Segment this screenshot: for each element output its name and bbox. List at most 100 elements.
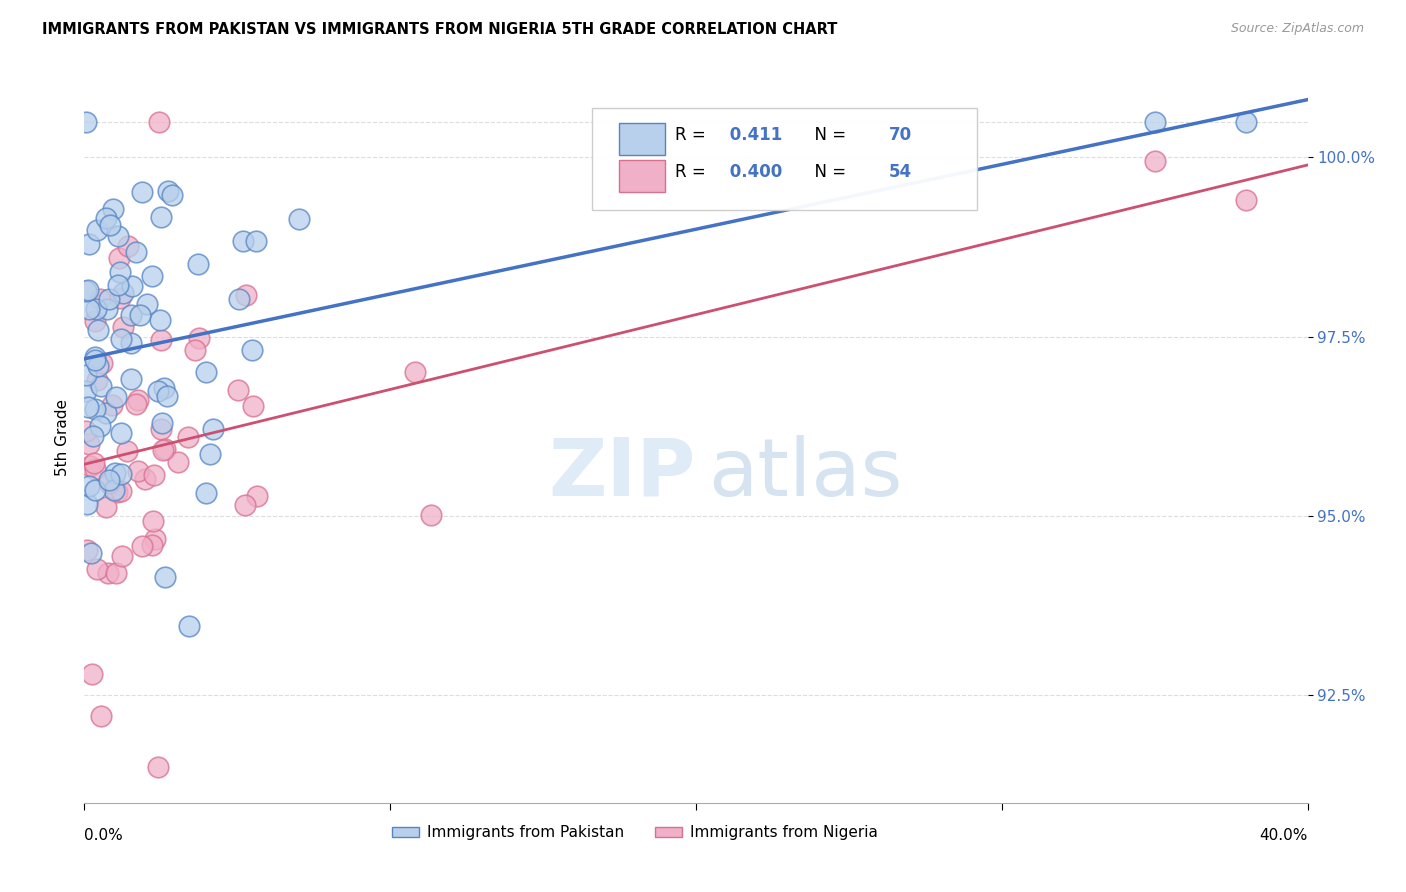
Point [77, 479, 100, 493]
Text: IMMIGRANTS FROM PAKISTAN VS IMMIGRANTS FROM NIGERIA 5TH GRADE CORRELATION CHART: IMMIGRANTS FROM PAKISTAN VS IMMIGRANTS F… [42, 22, 838, 37]
Point [94, 406, 117, 420]
Point [142, 514, 165, 528]
Point [1143, 114, 1166, 128]
Point [86, 223, 108, 237]
Point [108, 291, 131, 305]
Point [87, 359, 110, 373]
Point [110, 484, 132, 499]
Text: N =: N = [804, 163, 851, 181]
Point [153, 570, 176, 584]
Point [156, 389, 179, 403]
Point [98, 219, 121, 233]
FancyBboxPatch shape [619, 123, 665, 155]
Point [89, 418, 111, 433]
Point [90, 709, 112, 723]
Point [80, 667, 103, 681]
Point [77, 283, 100, 297]
Point [84, 313, 107, 327]
Point [84, 350, 107, 364]
Point [86, 373, 108, 387]
Point [141, 268, 163, 283]
Point [142, 467, 165, 482]
Point [84, 302, 107, 317]
Point [127, 393, 149, 408]
Point [111, 285, 134, 300]
Point [152, 443, 174, 458]
Point [97, 292, 120, 306]
Text: 40.0%: 40.0% [1260, 828, 1308, 843]
Point [166, 454, 188, 468]
Point [94, 500, 117, 515]
Point [83, 483, 105, 497]
Point [245, 489, 267, 503]
FancyBboxPatch shape [619, 160, 665, 192]
Point [153, 381, 176, 395]
Point [115, 443, 138, 458]
Point [84, 462, 107, 476]
Point [134, 472, 156, 486]
Text: Source: ZipAtlas.com: Source: ZipAtlas.com [1230, 22, 1364, 36]
Point [111, 549, 134, 563]
Point [104, 391, 127, 405]
Point [107, 228, 129, 243]
Point [82, 429, 104, 443]
Point [245, 235, 267, 249]
Text: N =: N = [804, 127, 851, 145]
Point [103, 483, 125, 497]
FancyBboxPatch shape [592, 108, 977, 211]
Point [150, 334, 173, 348]
Point [127, 464, 149, 478]
Point [101, 202, 124, 217]
Point [86, 561, 108, 575]
Point [1236, 193, 1258, 207]
Point [90, 378, 112, 392]
Point [228, 292, 250, 306]
Text: atlas: atlas [709, 434, 903, 513]
Point [107, 278, 129, 293]
Point [75, 384, 97, 398]
Point [76, 543, 98, 558]
Point [201, 421, 224, 435]
Point [97, 566, 120, 581]
Point [104, 466, 127, 480]
Point [97, 475, 120, 490]
Point [91, 356, 114, 370]
Point [1236, 114, 1258, 128]
Point [77, 437, 100, 451]
Point [177, 429, 200, 443]
Point [228, 384, 250, 398]
Point [131, 540, 153, 554]
Text: R =: R = [675, 163, 711, 181]
Text: 0.0%: 0.0% [84, 828, 124, 843]
Point [121, 279, 143, 293]
Point [87, 323, 110, 337]
Point [77, 302, 100, 317]
Point [200, 447, 222, 461]
Point [108, 265, 131, 279]
Point [120, 335, 142, 350]
Text: 0.411: 0.411 [724, 127, 782, 145]
Point [80, 546, 103, 560]
Point [76, 497, 98, 511]
Point [150, 416, 173, 430]
Point [149, 422, 172, 436]
Point [242, 399, 264, 413]
Point [141, 538, 163, 552]
Point [194, 486, 217, 500]
Point [194, 365, 217, 379]
Point [75, 114, 97, 128]
Legend: Immigrants from Pakistan, Immigrants from Nigeria: Immigrants from Pakistan, Immigrants fro… [385, 819, 884, 847]
Point [104, 566, 127, 581]
Point [143, 533, 166, 547]
Point [83, 456, 105, 470]
Point [94, 211, 117, 226]
Point [160, 188, 183, 202]
Point [75, 424, 97, 438]
Point [111, 320, 134, 334]
Point [146, 760, 169, 774]
Point [148, 384, 170, 398]
Point [155, 442, 177, 456]
Point [75, 368, 97, 383]
Point [97, 473, 120, 487]
Point [235, 288, 257, 302]
